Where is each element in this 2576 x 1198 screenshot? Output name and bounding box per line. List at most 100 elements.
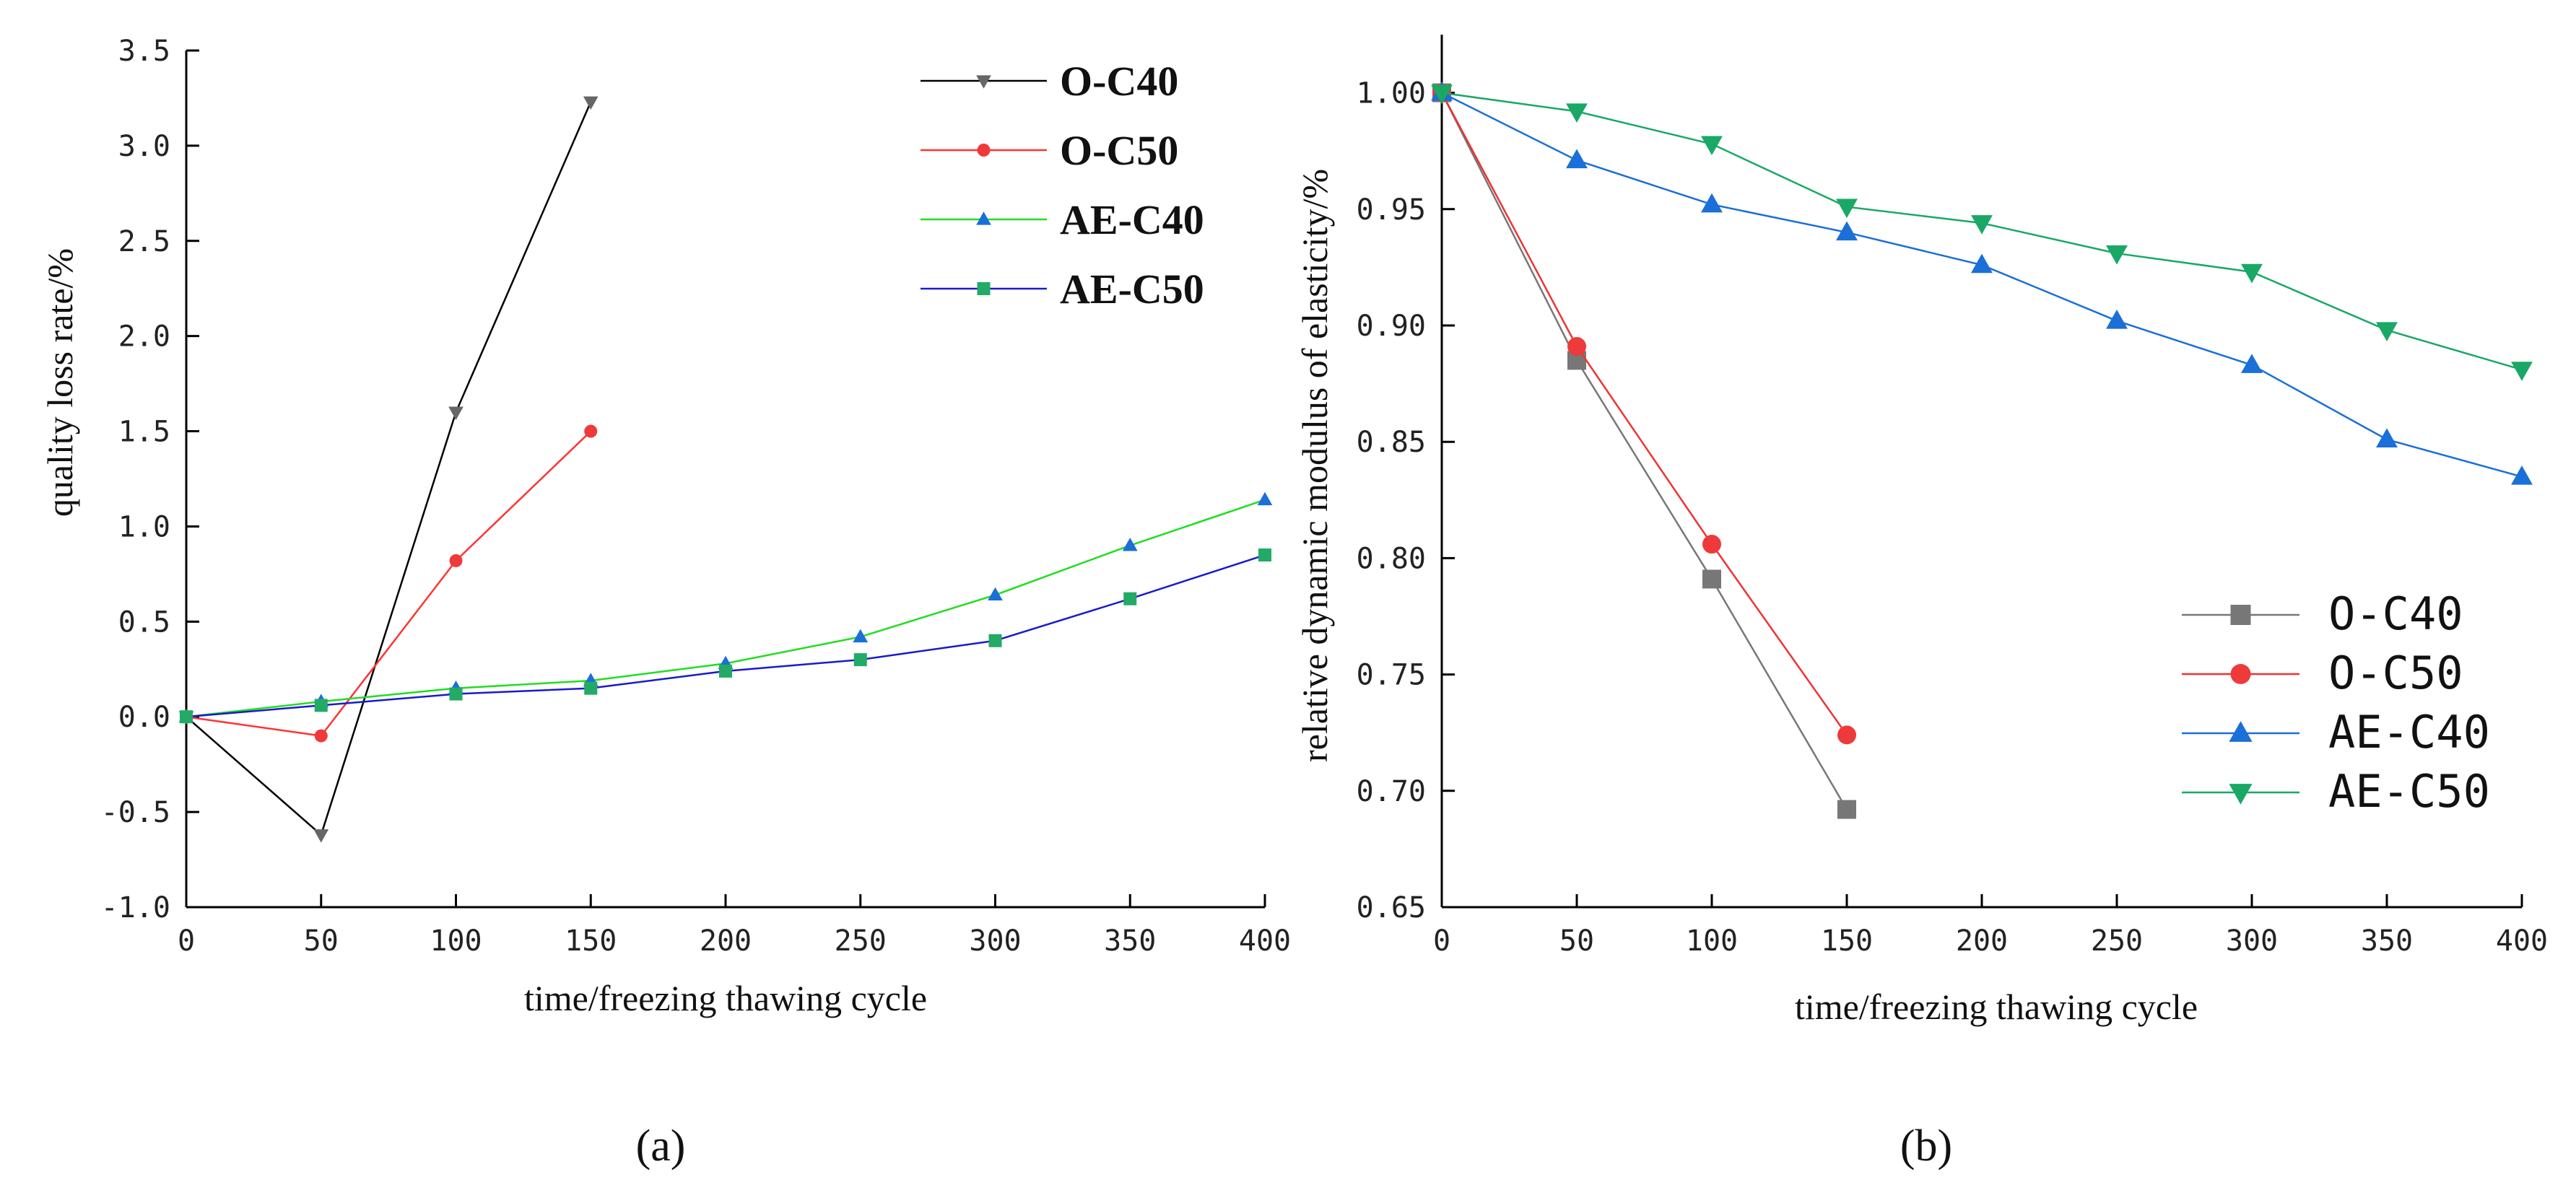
chart-b-y-tick-label: 0.75: [1357, 659, 1426, 692]
chart-a-data-point: [314, 729, 328, 743]
chart-b-axes: 0.65 0.70 0.75 0.80 0.85 0.90 0.95 1.00 0 50 100 15…: [1357, 35, 2548, 958]
chart-a-data-point: [584, 424, 598, 438]
chart-b-data-point: [2511, 362, 2533, 381]
chart-b-y-tick-label: 0.70: [1357, 775, 1426, 808]
chart-b-data-point: [1701, 193, 1723, 213]
chart-b-x-tick-label: 200: [1956, 924, 2008, 958]
chart-b-x-tick-label: 300: [2226, 924, 2278, 958]
chart-b-x-axis-label: time/freezing thawing cycle: [1795, 987, 2198, 1027]
chart-b-y-axis-label: relative dynamic modulus of elasticity/%: [1294, 169, 1335, 762]
chart-a-x-tick-label: 350: [1104, 924, 1156, 958]
chart-a-x-tick-label: 300: [969, 924, 1021, 958]
chart-a-x-tick-label: 200: [700, 924, 752, 958]
chart-a-x-axis-label: time/freezing thawing cycle: [524, 978, 927, 1018]
chart-a-series-line-ae-c50: [186, 554, 1266, 718]
chart-b-x-tick-label: 150: [1821, 924, 1873, 958]
chart-a-data-point: [584, 681, 598, 695]
chart-a-data-point: [1257, 491, 1273, 506]
chart-a-legend-label: O-C50: [1060, 127, 1178, 174]
chart-b-data-point: [1701, 136, 1723, 156]
chart-b-data-point: [1431, 84, 1453, 105]
chart-b-y-tick-label: 0.85: [1357, 426, 1426, 459]
chart-a-data-point: [449, 554, 463, 567]
chart-b-x-tick-label: 350: [2361, 924, 2413, 958]
chart-b-y-tick-label: 0.65: [1357, 891, 1426, 924]
chart-b-data-point: [2511, 465, 2533, 485]
chart-a-legend-label: O-C40: [1060, 58, 1178, 105]
chart-b-legend-label: O-C50: [2328, 647, 2463, 699]
chart-a-data-point: [449, 687, 463, 701]
chart-a-legend: O-C40 O-C50 AE-C40 AE-C50: [921, 58, 1204, 312]
chart-a-legend-marker: [977, 144, 991, 157]
chart-b-series-line-o-c50: [1440, 92, 1848, 736]
chart-a-x-tick-label: 250: [835, 924, 887, 958]
chart-b-legend-label: AE-C40: [2328, 706, 2490, 758]
chart-a-series-line-o-c40: [186, 101, 592, 836]
chart-b-y-tick-label: 1.00: [1357, 77, 1426, 110]
chart-b-series-line-ae-c40: [1441, 92, 2523, 478]
chart-a-y-tick-label: 3.5: [118, 35, 170, 68]
chart-b-data-point: [1837, 800, 1856, 819]
chart-b-x-tick-label: 50: [1559, 924, 1594, 958]
chart-b-panel-label: (b): [1900, 1122, 1952, 1171]
chart-b-data-point: [1837, 725, 1856, 745]
chart-a-data-point: [1122, 538, 1138, 551]
chart-a-y-tick-label: 0.5: [118, 605, 170, 639]
chart-a-legend-marker: [977, 282, 991, 295]
chart-a-x-tick-label: 100: [430, 924, 482, 958]
chart-a-y-tick-label: 0.0: [118, 701, 170, 734]
chart-a-data-point: [448, 406, 464, 420]
chart-a-y-tick-label: 1.0: [118, 510, 170, 543]
chart-b-x-tick-label: 0: [1433, 924, 1450, 958]
chart-a-y-tick-label: 1.5: [118, 416, 170, 449]
chart-b-legend-marker: [2229, 784, 2253, 805]
chart-b-legend: O-C40 O-C50 AE-C40 AE-C50: [2182, 587, 2490, 818]
chart-b-data-point: [1702, 569, 1721, 589]
chart-a-x-tick-label: 50: [304, 924, 339, 958]
chart-b-x-tick-label: 400: [2496, 924, 2548, 958]
chart-b-legend-marker: [2229, 721, 2253, 742]
chart-a-x-tick-label: 400: [1239, 924, 1291, 958]
chart-a-data-point: [313, 829, 329, 843]
chart-a-data-point: [988, 587, 1003, 601]
chart-a-y-axis-label: quality loss rate/%: [40, 248, 80, 517]
chart-a-legend-label: AE-C40: [1060, 196, 1204, 243]
chart-b-legend-label: AE-C50: [2328, 765, 2490, 818]
chart-a-y-tick-label: 3.0: [118, 130, 170, 163]
chart-a-x-tick-label: 0: [178, 924, 195, 958]
chart-b-series: [1431, 82, 2533, 819]
chart-b-y-tick-label: 0.80: [1357, 542, 1426, 575]
chart-b-data-point: [1702, 535, 1721, 554]
chart-b-x-tick-label: 100: [1686, 924, 1738, 958]
chart-a-series-line-ae-c40: [186, 499, 1266, 718]
chart-b-data-point: [1971, 253, 1993, 274]
chart-a-data-point: [1258, 548, 1271, 562]
chart-a-data-point: [853, 653, 867, 667]
chart-b-data-point: [2376, 428, 2398, 448]
chart-a-y-tick-label: -1.0: [101, 891, 170, 924]
chart-a-x-tick-label: 150: [565, 924, 617, 958]
chart-a-data-point: [1123, 592, 1137, 605]
chart-b-data-point: [1836, 221, 1858, 241]
chart-b-data-point: [2106, 245, 2128, 265]
chart-a-data-point: [583, 96, 599, 110]
chart-b-y-tick-label: 0.90: [1357, 310, 1426, 343]
chart-b-data-point: [1836, 198, 1858, 219]
chart-a: -1.0 -0.5 0.0 0.5 1.0 1.5 2.0 2.5 3.0 3.5 0 50 100 15…: [40, 35, 1291, 1171]
chart-b-data-point: [1567, 337, 1586, 357]
chart-a-data-point: [180, 710, 193, 724]
chart-a-data-point: [719, 664, 732, 678]
chart-a-y-tick-label: -0.5: [101, 796, 170, 829]
chart-a-data-point: [853, 629, 869, 643]
chart-b-series-line-o-c40: [1440, 92, 1848, 810]
chart-b-data-point: [1566, 149, 1588, 169]
chart-b-legend-label: O-C40: [2328, 587, 2463, 640]
chart-a-legend-marker: [976, 75, 991, 89]
chart-b-data-point: [2106, 309, 2128, 329]
chart-a-data-point: [314, 699, 328, 712]
chart-a-series-line-o-c50: [186, 430, 592, 737]
chart-a-legend-label: AE-C50: [1060, 266, 1204, 312]
chart-b: 0.65 0.70 0.75 0.80 0.85 0.90 0.95 1.00 0 50 100 15…: [1294, 35, 2548, 1171]
chart-b-data-point: [2376, 322, 2398, 342]
chart-b-data-point: [1566, 103, 1588, 123]
